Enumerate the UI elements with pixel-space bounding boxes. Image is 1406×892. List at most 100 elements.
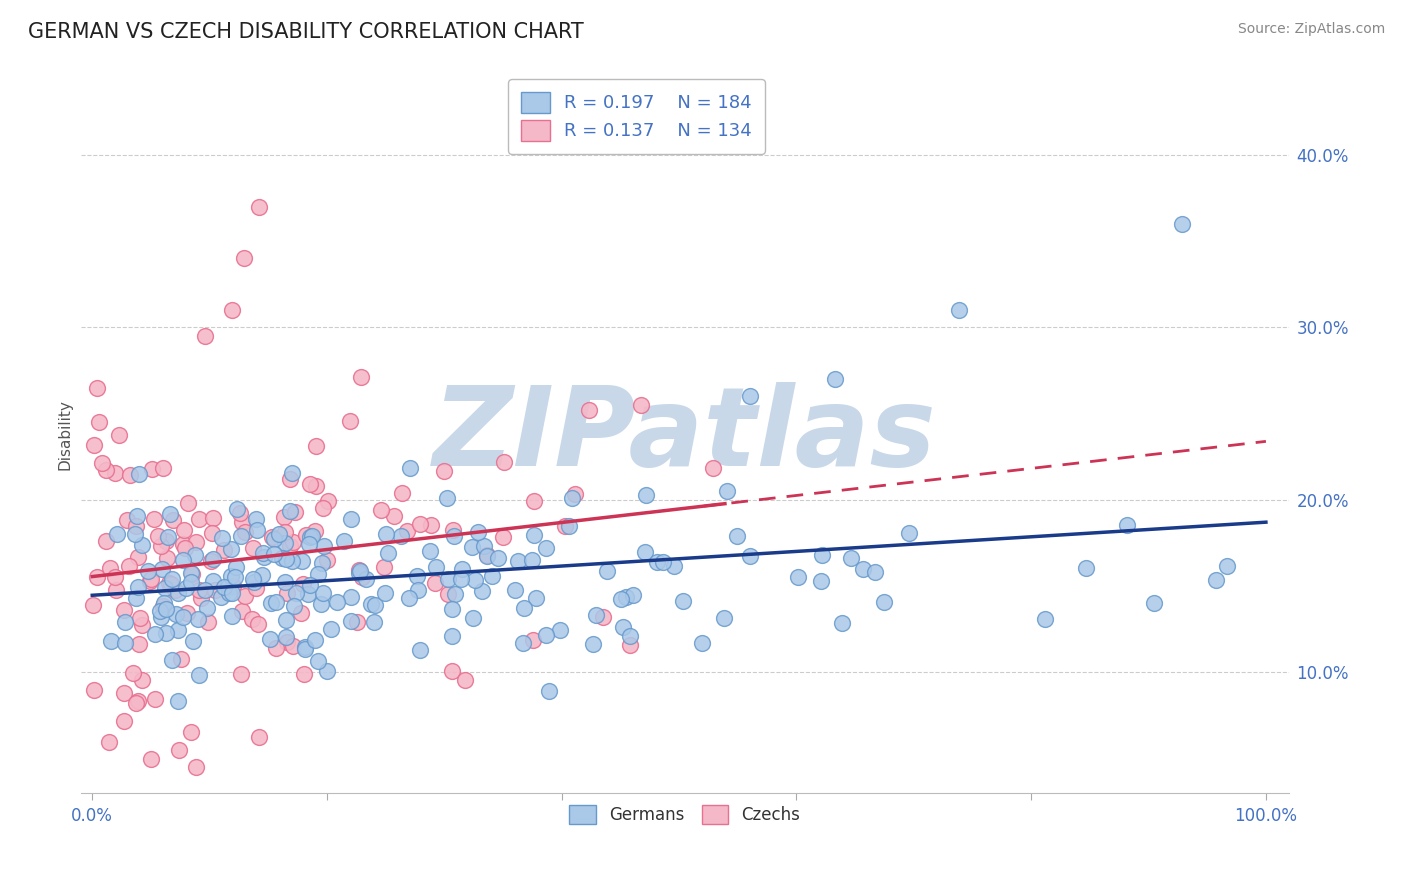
- Point: [124, 526, 146, 541]
- Point: [259, 632, 281, 647]
- Point: [141, 462, 163, 476]
- Point: [131, 673, 153, 688]
- Point: [634, 544, 657, 558]
- Point: [273, 509, 295, 524]
- Point: [139, 572, 162, 586]
- Point: [183, 634, 205, 648]
- Point: [354, 572, 377, 586]
- Point: [408, 643, 430, 657]
- Point: [276, 634, 298, 648]
- Point: [127, 693, 149, 707]
- Point: [274, 613, 297, 627]
- Point: [409, 516, 432, 531]
- Point: [450, 562, 472, 576]
- Point: [292, 576, 315, 591]
- Point: [619, 638, 641, 652]
- Point: [295, 527, 318, 541]
- Point: [112, 714, 135, 728]
- Point: [406, 582, 429, 597]
- Point: [297, 587, 319, 601]
- Point: [538, 683, 561, 698]
- Point: [471, 584, 494, 599]
- Point: [1171, 217, 1194, 231]
- Point: [740, 549, 762, 564]
- Point: [810, 574, 832, 589]
- Point: [83, 438, 105, 452]
- Point: [503, 583, 526, 598]
- Point: [339, 511, 361, 525]
- Point: [103, 570, 125, 584]
- Point: [374, 527, 396, 541]
- Point: [472, 539, 495, 553]
- Point: [281, 535, 304, 549]
- Point: [224, 570, 246, 584]
- Point: [582, 637, 605, 651]
- Point: [276, 586, 298, 600]
- Legend: Germans, Czechs: Germans, Czechs: [560, 795, 810, 834]
- Point: [194, 582, 217, 597]
- Point: [159, 577, 181, 591]
- Point: [291, 554, 314, 568]
- Point: [672, 594, 695, 608]
- Point: [285, 585, 308, 599]
- Point: [298, 537, 321, 551]
- Point: [612, 620, 634, 634]
- Point: [740, 389, 762, 403]
- Point: [786, 570, 808, 584]
- Point: [108, 428, 131, 442]
- Point: [181, 566, 204, 581]
- Point: [278, 504, 301, 518]
- Point: [419, 544, 441, 558]
- Point: [128, 637, 150, 651]
- Point: [513, 600, 536, 615]
- Point: [197, 615, 219, 630]
- Point: [425, 559, 447, 574]
- Point: [585, 608, 607, 623]
- Point: [125, 508, 148, 523]
- Point: [374, 586, 396, 600]
- Point: [128, 611, 150, 625]
- Point: [831, 615, 853, 630]
- Point: [114, 686, 136, 700]
- Point: [180, 566, 202, 580]
- Point: [274, 524, 297, 539]
- Point: [534, 628, 557, 642]
- Point: [405, 568, 427, 582]
- Point: [200, 554, 222, 568]
- Point: [437, 587, 460, 601]
- Point: [316, 665, 339, 679]
- Text: ZIPatlas: ZIPatlas: [433, 382, 936, 489]
- Point: [398, 591, 420, 605]
- Point: [592, 610, 614, 624]
- Point: [481, 568, 503, 582]
- Point: [630, 398, 652, 412]
- Point: [260, 596, 283, 610]
- Point: [558, 519, 581, 533]
- Point: [86, 381, 108, 395]
- Point: [201, 574, 224, 588]
- Point: [245, 512, 267, 526]
- Point: [461, 540, 484, 554]
- Point: [124, 591, 146, 606]
- Point: [173, 523, 195, 537]
- Point: [326, 595, 349, 609]
- Point: [475, 548, 498, 562]
- Point: [299, 476, 322, 491]
- Point: [204, 583, 226, 598]
- Point: [621, 588, 644, 602]
- Point: [250, 567, 273, 582]
- Point: [294, 667, 316, 681]
- Point: [839, 551, 862, 566]
- Point: [211, 531, 233, 545]
- Point: [561, 491, 583, 506]
- Point: [1074, 561, 1097, 575]
- Point: [339, 414, 361, 428]
- Point: [1116, 517, 1139, 532]
- Point: [172, 537, 194, 551]
- Point: [157, 530, 180, 544]
- Point: [492, 455, 515, 469]
- Point: [231, 604, 253, 618]
- Point: [246, 523, 269, 537]
- Point: [146, 529, 169, 543]
- Point: [162, 572, 184, 586]
